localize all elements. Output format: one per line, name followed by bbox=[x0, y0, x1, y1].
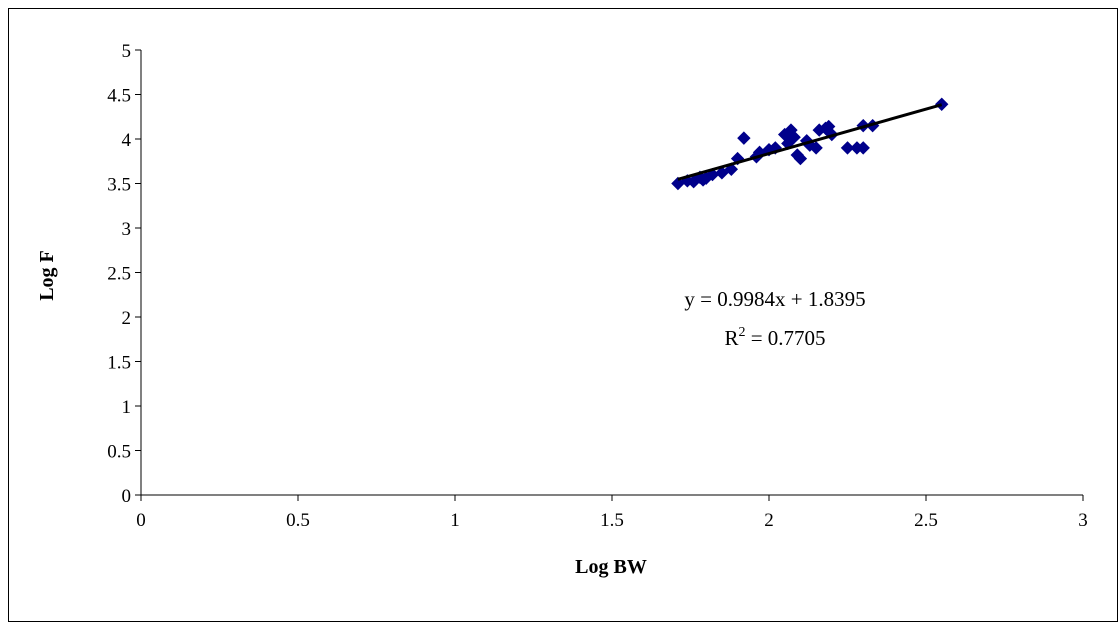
y-tick-label: 0.5 bbox=[107, 442, 131, 463]
data-point bbox=[856, 141, 870, 155]
x-tick-label: 1 bbox=[450, 510, 460, 531]
y-tick-label: 1.5 bbox=[107, 353, 131, 374]
x-tick-label: 2 bbox=[764, 510, 774, 531]
x-tick-label: 0.5 bbox=[286, 510, 310, 531]
data-point bbox=[793, 151, 808, 166]
scatter-chart: 0 0.5 1 1.5 2 2.5 3 0 0.5 1 1.5 2 2.5 3 3.5 4 4.5 5 y = … bbox=[36, 41, 1088, 578]
x-axis-ticks: 0 0.5 1 1.5 2 2.5 3 bbox=[136, 495, 1088, 531]
data-point bbox=[787, 130, 801, 144]
x-tick-label: 1.5 bbox=[600, 510, 624, 531]
y-tick-label: 3.5 bbox=[107, 175, 131, 196]
y-tick-label: 2 bbox=[122, 308, 132, 329]
y-tick-label: 3 bbox=[122, 219, 132, 240]
y-tick-label: 4.5 bbox=[107, 86, 131, 107]
data-point bbox=[809, 141, 823, 155]
y-tick-label: 4 bbox=[122, 130, 132, 151]
y-tick-label: 2.5 bbox=[107, 264, 131, 285]
data-point bbox=[737, 131, 751, 145]
x-tick-label: 0 bbox=[136, 510, 146, 531]
y-axis-ticks: 0 0.5 1 1.5 2 2.5 3 3.5 4 4.5 5 bbox=[107, 41, 141, 507]
data-markers bbox=[671, 97, 949, 191]
x-axis-title: Log BW bbox=[575, 556, 647, 578]
data-point bbox=[715, 166, 729, 180]
y-tick-label: 5 bbox=[122, 41, 132, 62]
plot-area: 0 0.5 1 1.5 2 2.5 3 0 0.5 1 1.5 2 2.5 3 3.5 4 4.5 5 bbox=[107, 41, 1088, 531]
y-tick-label: 0 bbox=[122, 486, 132, 507]
y-axis-title: Log F bbox=[36, 250, 58, 301]
r-squared-label: R2 = 0.7705 bbox=[724, 325, 825, 350]
equation-label: y = 0.9984x + 1.8395 bbox=[684, 287, 865, 311]
x-tick-label: 2.5 bbox=[914, 510, 938, 531]
y-tick-label: 1 bbox=[122, 397, 132, 418]
trendline bbox=[677, 103, 943, 181]
chart-area: 0 0.5 1 1.5 2 2.5 3 0 0.5 1 1.5 2 2.5 3 3.5 4 4.5 5 y = … bbox=[8, 8, 1118, 622]
x-tick-label: 3 bbox=[1078, 510, 1088, 531]
data-point bbox=[840, 141, 855, 155]
data-point bbox=[934, 97, 949, 111]
